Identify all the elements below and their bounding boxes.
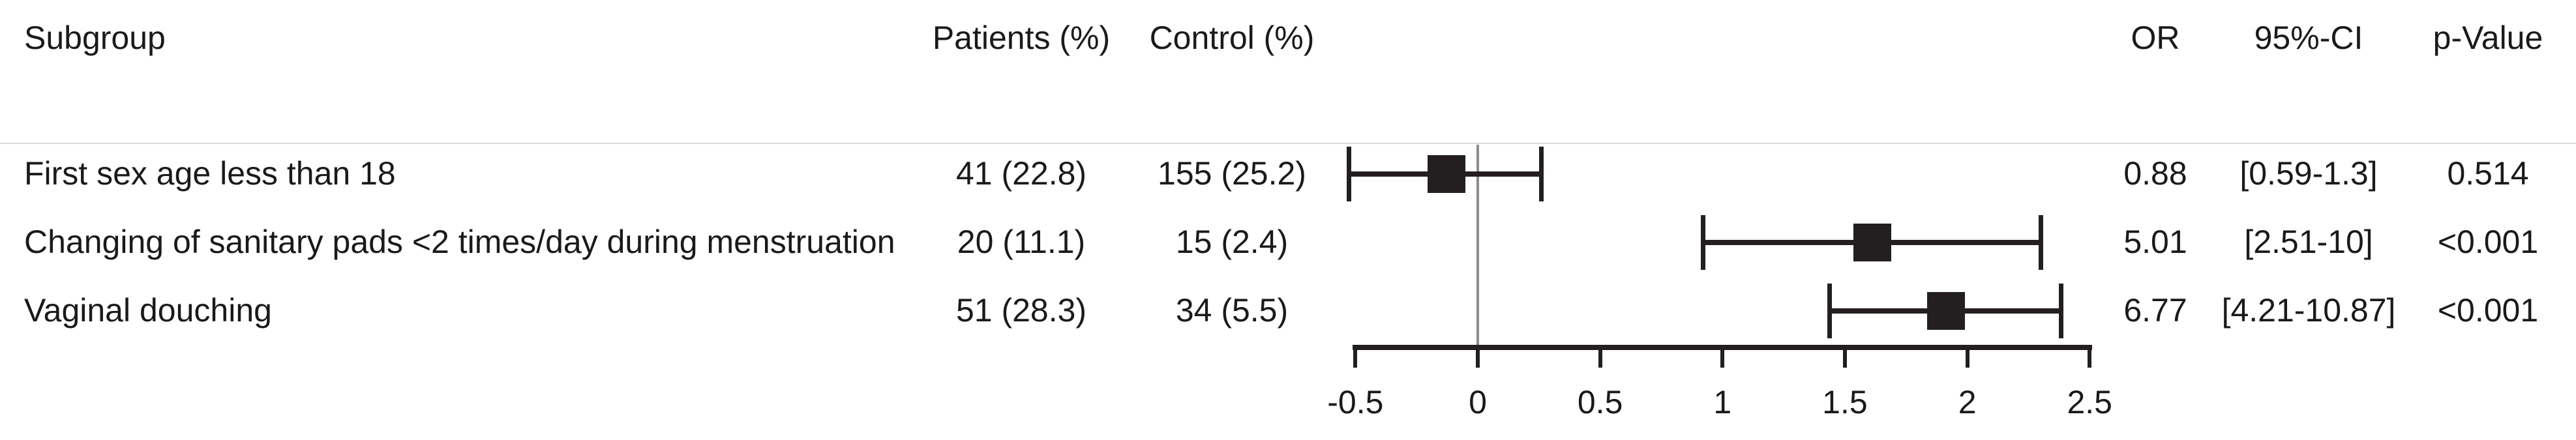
row-control-value: 34 (5.5) (1175, 292, 1289, 329)
or-estimate-square (1926, 292, 1965, 330)
row-pvalue-value: 0.514 (2447, 155, 2529, 192)
x-axis-tick (1965, 350, 1969, 368)
x-axis-line (1353, 345, 2093, 350)
x-axis-tick-label: 1.5 (1822, 384, 1868, 420)
header-separator-line (0, 143, 2576, 144)
row-subgroup-label: First sex age less than 18 (24, 155, 396, 192)
x-axis-tick (1476, 350, 1480, 368)
or-estimate-square (1853, 224, 1891, 261)
ci-lower-cap (1346, 147, 1351, 201)
column-header-subgroup: Subgroup (24, 20, 166, 56)
or-estimate-square (1428, 155, 1466, 193)
row-subgroup-label: Changing of sanitary pads <2 times/day d… (24, 224, 895, 260)
x-axis-tick (1598, 350, 1602, 368)
x-axis-tick (1353, 350, 1358, 368)
ci-lower-cap (1827, 284, 1833, 338)
row-control-value: 15 (2.4) (1175, 224, 1289, 260)
row-control-value: 155 (25.2) (1158, 155, 1306, 192)
column-header-patients: Patients (%) (932, 20, 1111, 56)
x-axis-tick (1720, 350, 1725, 368)
x-axis-tick-label: 2 (1958, 384, 1977, 420)
row-pvalue-value: <0.001 (2437, 224, 2539, 260)
row-pvalue-value: <0.001 (2437, 292, 2539, 329)
x-axis-tick-label: 0.5 (1577, 384, 1623, 420)
column-header-pvalue: p-Value (2433, 20, 2543, 56)
ci-upper-cap (2059, 284, 2064, 338)
row-or-value: 0.88 (2123, 155, 2187, 192)
row-subgroup-label: Vaginal douching (24, 292, 272, 329)
x-axis-tick-label: 0 (1469, 384, 1487, 420)
x-axis-tick-label: 2.5 (2067, 384, 2112, 420)
column-header-ci: 95%-CI (2254, 20, 2363, 56)
x-axis-tick-label: -0.5 (1327, 384, 1384, 420)
row-patients-value: 41 (22.8) (955, 155, 1087, 192)
column-header-control: Control (%) (1149, 20, 1315, 56)
x-axis-tick-label: 1 (1713, 384, 1732, 420)
row-or-value: 5.01 (2123, 224, 2187, 260)
ci-upper-cap (2039, 215, 2044, 270)
zero-reference-line (1476, 145, 1479, 347)
row-ci-value: [0.59-1.3] (2239, 155, 2378, 192)
column-header-or: OR (2131, 20, 2180, 56)
row-ci-value: [4.21-10.87] (2221, 292, 2396, 329)
ci-lower-cap (1701, 215, 1706, 270)
row-patients-value: 51 (28.3) (955, 292, 1087, 329)
ci-upper-cap (1539, 147, 1544, 201)
row-or-value: 6.77 (2123, 292, 2187, 329)
x-axis-tick (1842, 350, 1847, 368)
x-axis-tick (2088, 350, 2092, 368)
row-ci-value: [2.51-10] (2244, 224, 2373, 260)
row-patients-value: 20 (11.1) (957, 224, 1086, 260)
